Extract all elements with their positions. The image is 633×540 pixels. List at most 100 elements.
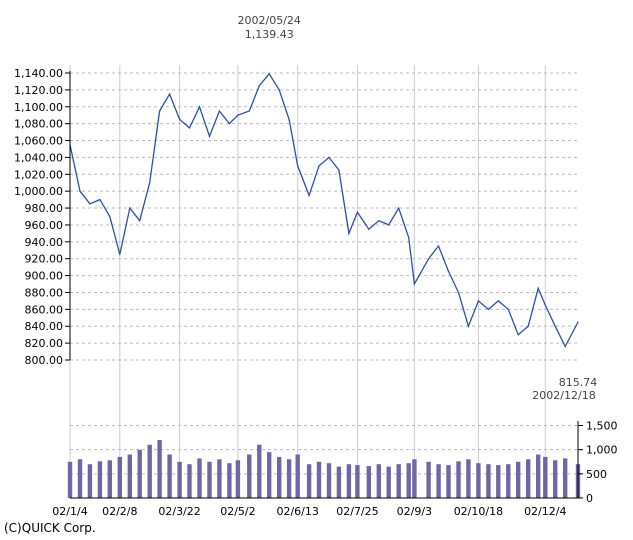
price-point (378, 220, 380, 222)
price-point (89, 203, 91, 205)
price-point (288, 118, 290, 121)
y-tick-label: 1,040.00 (14, 151, 63, 164)
volume-bar (376, 464, 381, 498)
volume-bar (396, 464, 401, 498)
volume-bar (207, 461, 212, 499)
price-point (427, 258, 430, 260)
price-point (408, 237, 410, 239)
volume-bar (386, 466, 391, 498)
price-point (447, 270, 450, 272)
axis-labels: 02/1/4 02/2/8 02/3/22 02/5/2 02/6/13 02/7/25 0… (14, 67, 617, 518)
volume-bar (446, 465, 451, 498)
price-point (577, 321, 579, 323)
volume-bar (316, 461, 322, 499)
grid-lines (69, 65, 578, 499)
y-tick-label: 1,120.00 (14, 84, 63, 97)
volume-bar (267, 452, 272, 498)
volume-bar (295, 454, 300, 498)
volume-bar (496, 465, 501, 498)
price-point (129, 207, 131, 209)
price-point (328, 156, 330, 159)
volume-bar (247, 454, 252, 498)
price-point (457, 291, 460, 294)
volume-bar (286, 459, 292, 498)
y-tick-label: 1,080.00 (14, 118, 63, 131)
x-tick-label: 02/10/18 (454, 505, 503, 518)
volume-bar (97, 461, 103, 498)
price-point (517, 334, 519, 336)
x-tick-label: 02/2/8 (102, 505, 137, 518)
y-tick-label: 940.00 (25, 236, 64, 249)
volume-bar (107, 460, 112, 498)
price-point (537, 287, 539, 289)
price-line (69, 72, 579, 348)
price-point (554, 325, 556, 327)
price-point (487, 308, 489, 310)
x-tick-label: 02/1/4 (52, 505, 87, 518)
price-point (178, 118, 181, 121)
volume-bar (147, 444, 152, 498)
price-point (218, 110, 221, 112)
price-point (297, 165, 299, 167)
y-tick-label: 920.00 (25, 253, 64, 266)
y-tick-label: 1,000.00 (14, 185, 63, 198)
volume-bar (366, 466, 371, 498)
y-tick-label: 880.00 (25, 286, 64, 299)
volume-bar (436, 464, 441, 498)
volume-bar (137, 449, 142, 498)
volume-bar (217, 459, 222, 498)
volume-bar (257, 444, 262, 498)
price-point (308, 194, 310, 196)
price-point (368, 228, 370, 230)
volume-bar (486, 464, 491, 498)
price-point (149, 182, 151, 184)
volume-bar (157, 440, 162, 498)
y-tick-label: 1,100.00 (14, 101, 63, 114)
price-point (99, 199, 101, 201)
low-value-label: 815.74 (559, 376, 598, 389)
y-tick-label: 800.00 (25, 354, 64, 367)
volume-bar (117, 456, 122, 498)
price-point (527, 325, 529, 327)
price-point (507, 308, 509, 310)
price-point (109, 215, 111, 218)
volume-bar (187, 464, 192, 498)
x-tick-label: 02/12/4 (524, 505, 566, 518)
high-value-label: 1,139.43 (245, 28, 294, 41)
copyright-label: (C)QUICK Corp. (4, 521, 96, 535)
y-tick-label: 980.00 (25, 202, 64, 215)
volume-bar (197, 458, 202, 498)
volume-bar (543, 456, 548, 498)
price-point (544, 304, 546, 306)
price-point (119, 253, 121, 256)
x-tick-label: 02/7/25 (336, 505, 378, 518)
price-point (398, 207, 400, 209)
volume-tick-label: 500 (586, 468, 607, 481)
price-point (278, 89, 280, 91)
volume-bar (506, 464, 511, 498)
x-tick-label: 02/5/2 (220, 505, 255, 518)
volume-bar (177, 461, 182, 499)
x-tick-label: 02/6/13 (276, 505, 318, 518)
volume-tick-label: 1,500 (586, 420, 618, 433)
price-point (564, 345, 566, 348)
volume-bar (563, 458, 568, 498)
volume-bar (516, 461, 521, 499)
price-point (437, 245, 440, 247)
price-point (79, 190, 81, 192)
y-tick-label: 860.00 (25, 303, 64, 316)
price-point (388, 224, 390, 226)
price-point (159, 110, 161, 112)
price-point (467, 325, 470, 327)
low-date-label: 2002/12/18 (532, 389, 595, 402)
y-tick-label: 820.00 (25, 337, 64, 350)
y-tick-label: 900.00 (25, 270, 64, 283)
volume-bar (277, 456, 282, 498)
volume-bar (77, 459, 83, 498)
x-tick-label: 02/9/3 (397, 505, 432, 518)
volume-bar (426, 461, 431, 499)
y-tick-label: 1,140.00 (14, 67, 63, 80)
high-date-label: 2002/05/24 (238, 14, 301, 27)
